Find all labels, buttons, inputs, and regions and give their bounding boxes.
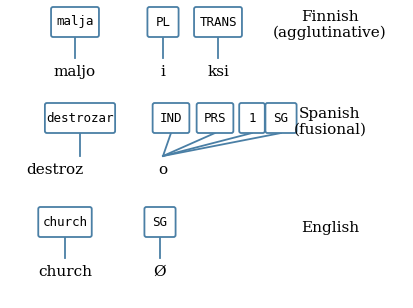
- Text: malja: malja: [56, 15, 93, 29]
- Text: maljo: maljo: [54, 65, 96, 79]
- Text: SG: SG: [273, 111, 288, 124]
- Text: Spanish
(fusional): Spanish (fusional): [293, 107, 366, 137]
- Text: TRANS: TRANS: [199, 15, 236, 29]
- FancyBboxPatch shape: [38, 207, 92, 237]
- Text: ksi: ksi: [206, 65, 228, 79]
- FancyBboxPatch shape: [239, 103, 264, 133]
- Text: o: o: [158, 163, 167, 177]
- FancyBboxPatch shape: [45, 103, 115, 133]
- Text: PL: PL: [155, 15, 170, 29]
- Text: destrozar: destrozar: [46, 111, 114, 124]
- FancyBboxPatch shape: [196, 103, 233, 133]
- Text: church: church: [38, 265, 92, 279]
- Text: i: i: [160, 65, 165, 79]
- Text: Ø: Ø: [153, 265, 166, 279]
- FancyBboxPatch shape: [147, 7, 178, 37]
- Text: destroz: destroz: [26, 163, 83, 177]
- Text: PRS: PRS: [203, 111, 225, 124]
- Text: 1: 1: [248, 111, 255, 124]
- FancyBboxPatch shape: [194, 7, 241, 37]
- FancyBboxPatch shape: [265, 103, 296, 133]
- Text: English: English: [300, 221, 358, 235]
- Text: IND: IND: [159, 111, 182, 124]
- Text: Finnish
(agglutinative): Finnish (agglutinative): [273, 10, 386, 40]
- FancyBboxPatch shape: [144, 207, 175, 237]
- Text: SG: SG: [152, 216, 167, 229]
- Text: church: church: [43, 216, 87, 229]
- FancyBboxPatch shape: [51, 7, 99, 37]
- FancyBboxPatch shape: [152, 103, 189, 133]
